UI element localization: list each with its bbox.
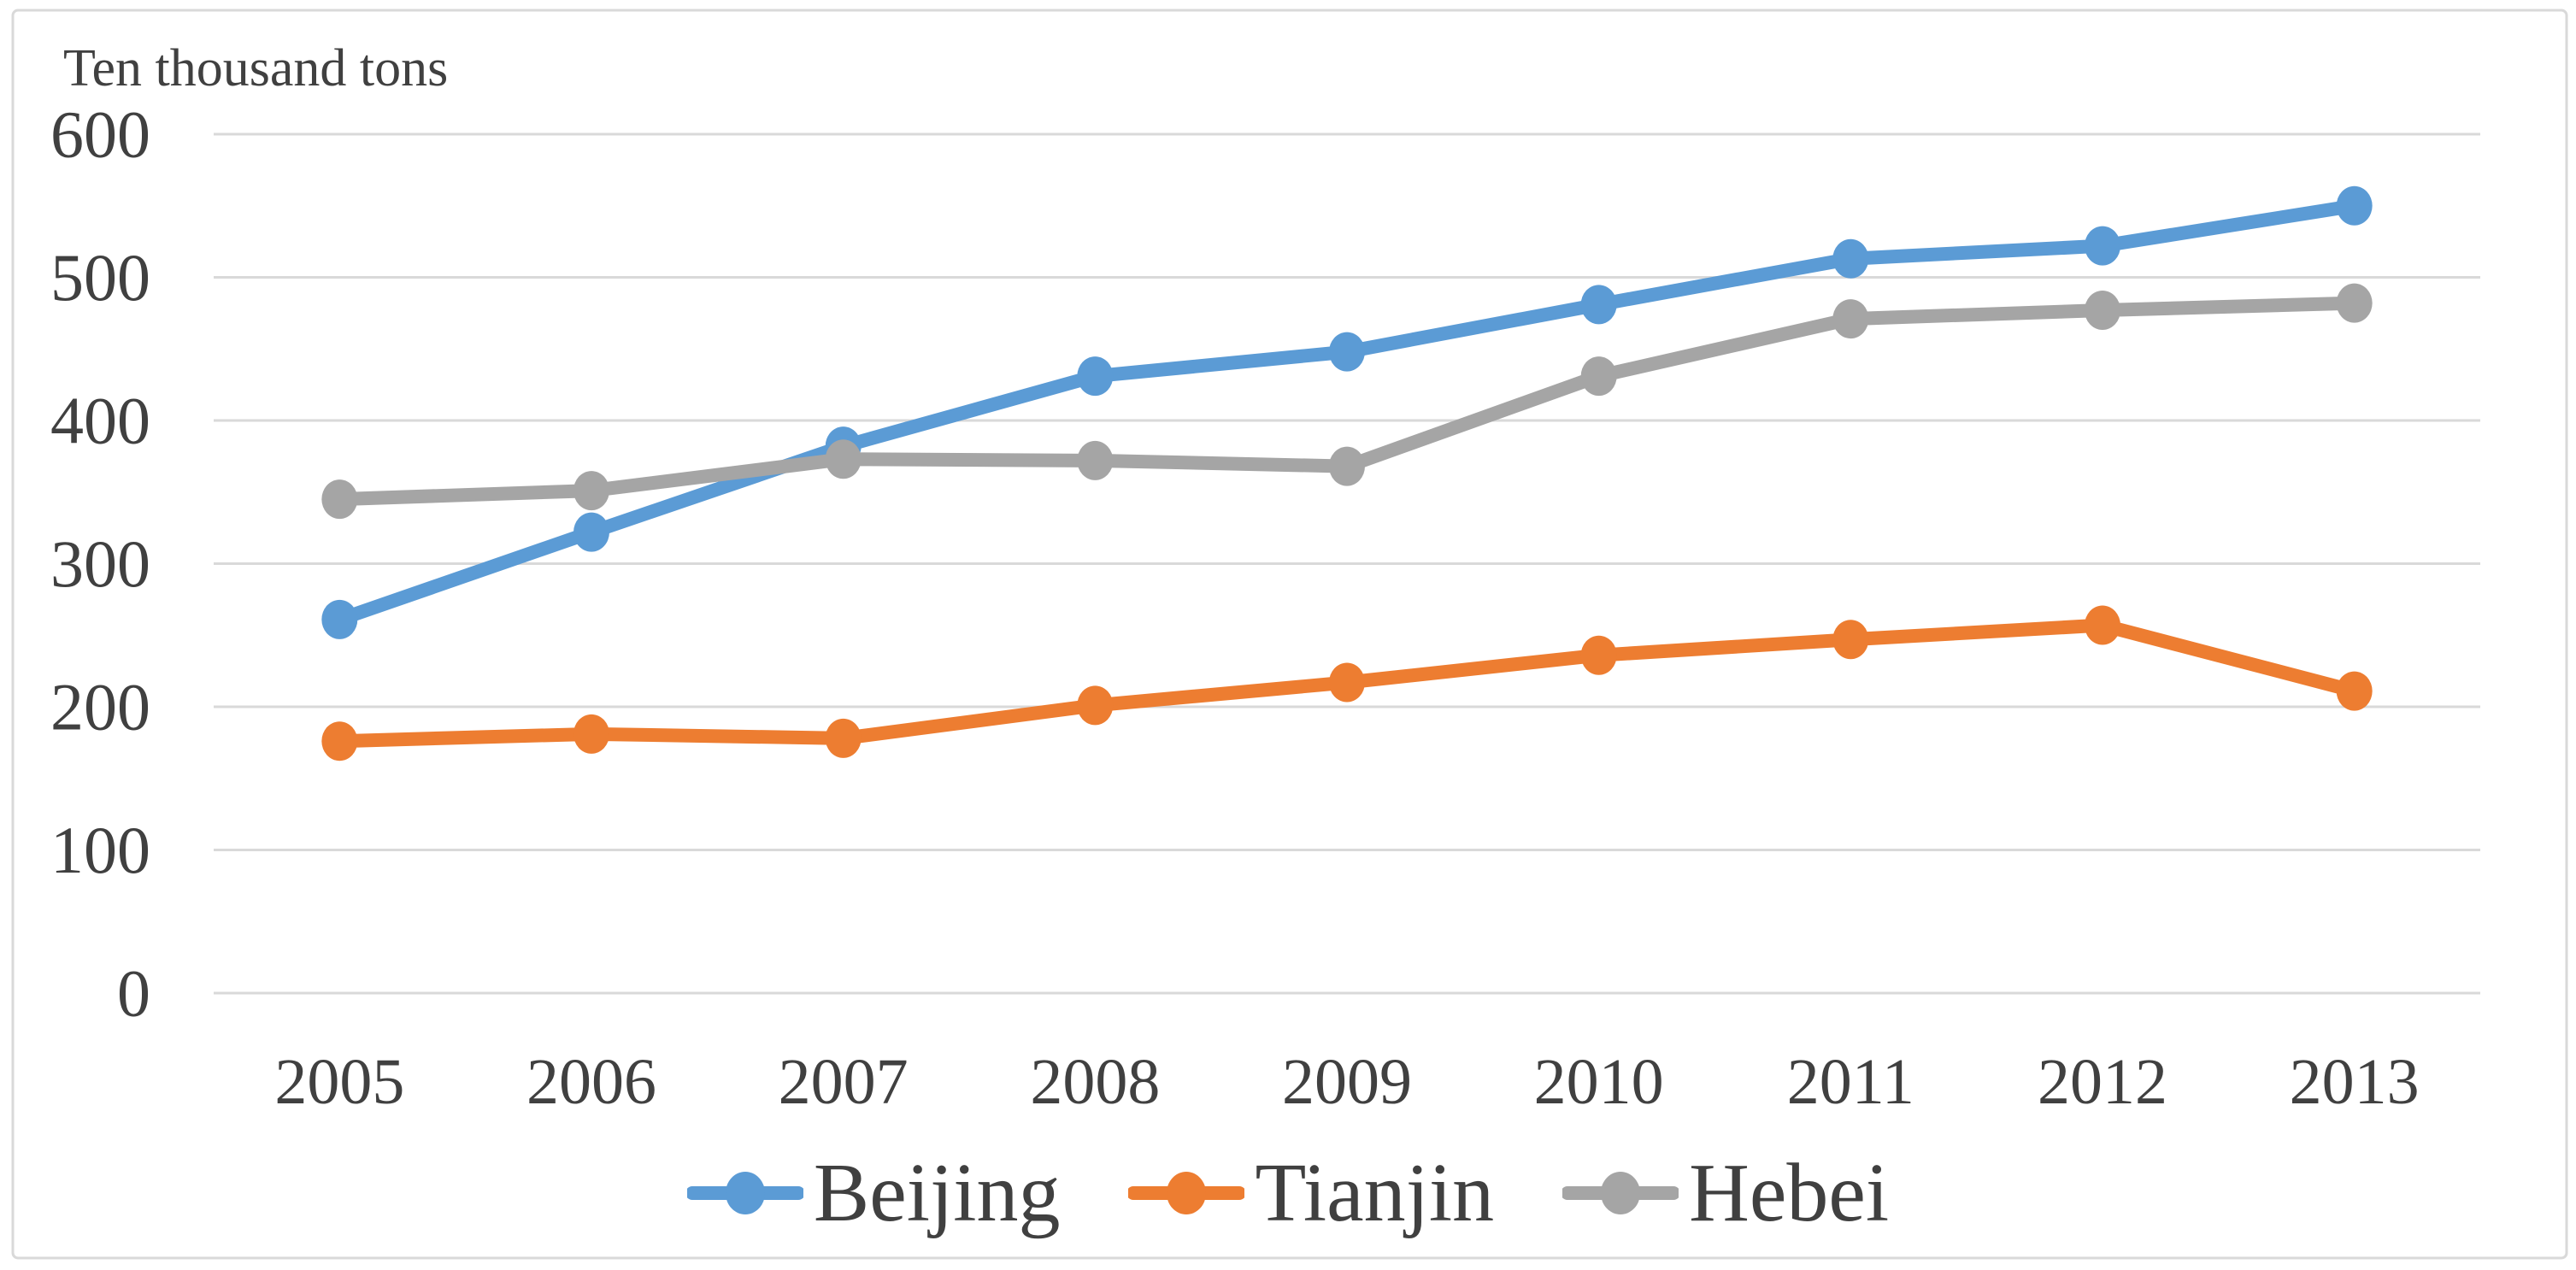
legend-item-hebei: Hebei bbox=[1562, 1151, 1889, 1235]
hebei-marker-2009 bbox=[1329, 446, 1365, 486]
x-tick-2008: 2008 bbox=[1030, 1046, 1160, 1118]
tianjin-marker-2005 bbox=[321, 721, 358, 761]
beijing-marker-2012 bbox=[2085, 226, 2120, 266]
gridlines-group bbox=[214, 132, 2480, 995]
x-tick-2006: 2006 bbox=[526, 1046, 656, 1118]
x-tick-2010: 2010 bbox=[1534, 1046, 1664, 1118]
tianjin-series bbox=[321, 605, 2373, 761]
x-tick-2012: 2012 bbox=[2038, 1046, 2167, 1118]
hebei-marker-2006 bbox=[573, 471, 609, 511]
legend-label: Hebei bbox=[1689, 1147, 1890, 1239]
y-tick-600: 600 bbox=[50, 97, 150, 172]
legend-item-beijing: Beijing bbox=[686, 1147, 1061, 1239]
hebei-marker-2011 bbox=[1832, 299, 1869, 339]
x-tick-2009: 2009 bbox=[1282, 1046, 1412, 1118]
y-axis-unit-label: Ten thousand tons bbox=[63, 39, 448, 97]
hebei-marker-2013 bbox=[2336, 283, 2373, 323]
beijing-line bbox=[332, 198, 2361, 626]
beijing-marker-2008 bbox=[1077, 356, 1114, 397]
x-axis-tick-labels: 2005 2006 2007 2008 2009 2010 2011 2012 2013 bbox=[274, 1046, 2419, 1118]
beijing-line-marker-icon bbox=[686, 1172, 803, 1214]
hebei-marker-2010 bbox=[1580, 356, 1617, 397]
tianjin-line-marker-icon bbox=[1128, 1172, 1245, 1214]
y-tick-500: 500 bbox=[50, 240, 150, 315]
y-axis-tick-labels: 600 500 400 300 200 100 0 bbox=[50, 97, 150, 1031]
y-tick-100: 100 bbox=[50, 813, 150, 887]
tianjin-marker-2008 bbox=[1077, 685, 1114, 726]
tianjin-marker-2009 bbox=[1329, 662, 1365, 703]
hebei-marker-2008 bbox=[1077, 440, 1114, 480]
x-tick-2011: 2011 bbox=[1787, 1046, 1914, 1118]
tianjin-marker-2011 bbox=[1832, 620, 1869, 660]
series-group bbox=[321, 185, 2373, 761]
hebei-series bbox=[321, 283, 2373, 520]
beijing-marker-2011 bbox=[1832, 238, 1869, 279]
tianjin-marker-2013 bbox=[2336, 671, 2373, 711]
hebei-line-marker-icon bbox=[1562, 1172, 1679, 1214]
tianjin-marker-2006 bbox=[573, 714, 609, 754]
beijing-marker-2009 bbox=[1329, 332, 1365, 372]
hebei-marker-2007 bbox=[825, 439, 862, 479]
beijing-marker-2010 bbox=[1580, 285, 1617, 325]
y-tick-300: 300 bbox=[50, 526, 150, 601]
legend-item-tianjin: Tianjin bbox=[1128, 1151, 1494, 1235]
hebei-marker-2005 bbox=[321, 479, 358, 520]
beijing-marker-2005 bbox=[321, 599, 358, 639]
tianjin-marker-2012 bbox=[2085, 605, 2120, 645]
figure-border bbox=[11, 9, 2568, 1260]
legend-label: Beijing bbox=[813, 1147, 1061, 1239]
y-tick-0: 0 bbox=[117, 956, 150, 1031]
legend-label: Tianjin bbox=[1255, 1147, 1495, 1239]
tianjin-marker-2007 bbox=[825, 718, 862, 758]
y-tick-400: 400 bbox=[50, 384, 150, 458]
x-tick-2005: 2005 bbox=[274, 1046, 404, 1118]
x-tick-2013: 2013 bbox=[2290, 1046, 2420, 1118]
beijing-marker-2013 bbox=[2336, 185, 2373, 226]
x-tick-2007: 2007 bbox=[779, 1046, 909, 1118]
y-tick-200: 200 bbox=[50, 670, 150, 744]
legend: Beijing Tianjin Hebei bbox=[0, 1142, 2576, 1244]
beijing-series bbox=[321, 185, 2373, 639]
tianjin-marker-2010 bbox=[1580, 635, 1617, 675]
beijing-marker-2006 bbox=[573, 512, 609, 552]
hebei-marker-2012 bbox=[2085, 291, 2120, 331]
